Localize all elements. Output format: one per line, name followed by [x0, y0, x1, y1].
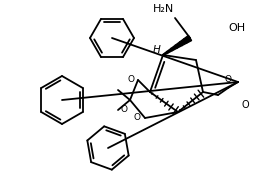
Text: O: O: [241, 100, 249, 110]
Text: H: H: [153, 45, 161, 55]
Text: O: O: [225, 75, 232, 84]
Polygon shape: [180, 39, 187, 46]
Polygon shape: [171, 45, 177, 51]
Polygon shape: [176, 42, 182, 48]
Polygon shape: [163, 51, 168, 55]
Text: O: O: [134, 113, 141, 122]
Polygon shape: [167, 48, 173, 53]
Text: O: O: [120, 106, 127, 115]
Text: H₂N: H₂N: [152, 4, 174, 14]
Polygon shape: [184, 36, 192, 43]
Text: OH: OH: [228, 23, 245, 33]
Text: O: O: [127, 76, 134, 85]
